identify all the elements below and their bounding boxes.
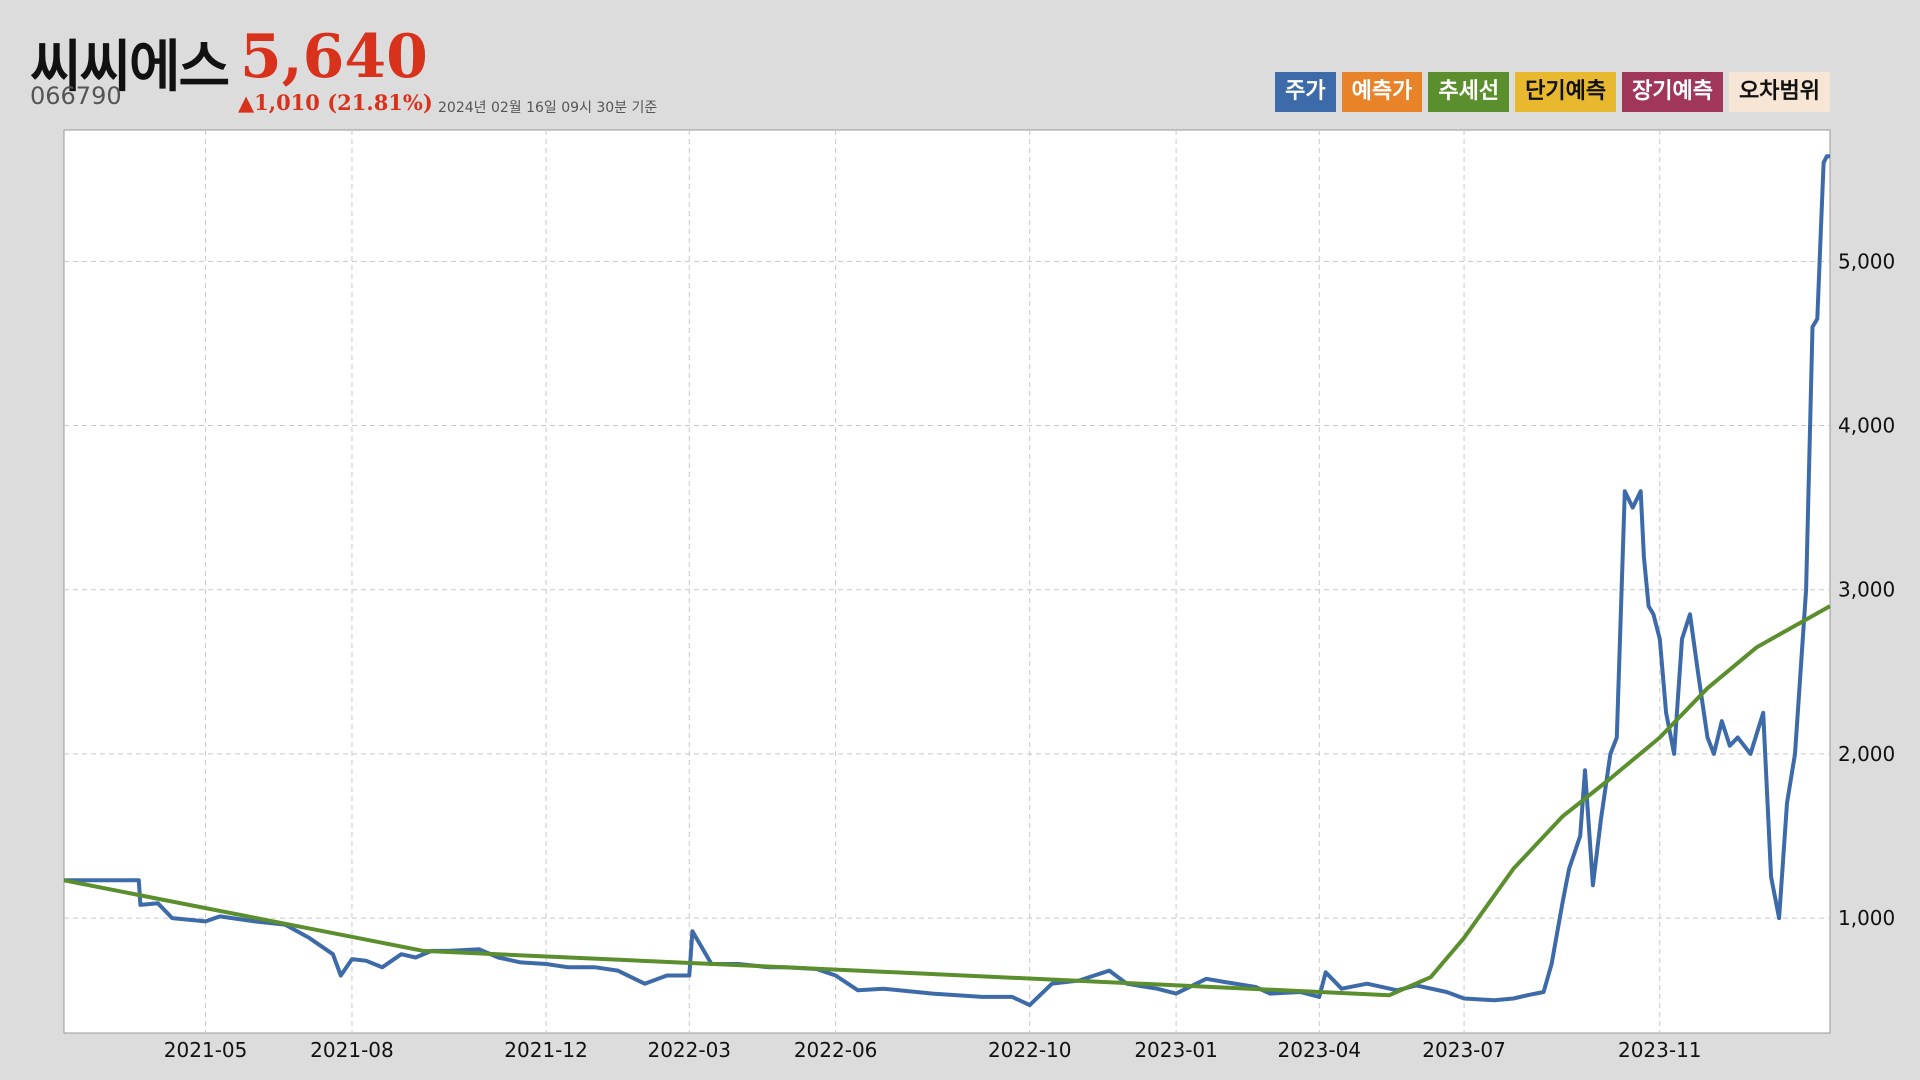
as-of-timestamp: 2024년 02월 16일 09시 30분 기준 [438, 100, 658, 116]
stock-code: 066790 [30, 82, 122, 110]
legend-item[interactable]: 예측가 [1341, 72, 1423, 112]
chart-legend: 주가 예측가 추세선 단기예측 장기예측 오차범위 [1275, 72, 1830, 112]
x-tick-label: 2021-05 [164, 1038, 248, 1062]
x-tick-label: 2021-12 [504, 1038, 588, 1062]
legend-item[interactable]: 단기예측 [1515, 72, 1617, 112]
x-tick-label: 2023-01 [1134, 1038, 1218, 1062]
y-tick-label: 1,000 [1838, 906, 1895, 930]
x-tick-label: 2022-10 [988, 1038, 1072, 1062]
y-tick-label: 3,000 [1838, 578, 1895, 602]
trend-series-line [63, 604, 1831, 998]
x-tick-label: 2022-06 [794, 1038, 878, 1062]
plot-area [63, 129, 1831, 1034]
legend-item[interactable]: 주가 [1275, 72, 1336, 112]
y-tick-label: 4,000 [1838, 414, 1895, 438]
x-tick-label: 2023-04 [1278, 1038, 1362, 1062]
x-tick-label: 2023-11 [1618, 1038, 1702, 1062]
stock-price: 5,640 [240, 22, 428, 92]
y-tick-label: 5,000 [1838, 249, 1895, 273]
y-tick-label: 2,000 [1838, 742, 1895, 766]
x-tick-label: 2022-03 [647, 1038, 731, 1062]
x-tick-label: 2023-07 [1422, 1038, 1506, 1062]
stock-name: 씨씨에스 [30, 35, 230, 100]
x-tick-label: 2021-08 [310, 1038, 394, 1062]
legend-item[interactable]: 장기예측 [1622, 72, 1724, 112]
legend-item[interactable]: 오차범위 [1729, 72, 1830, 112]
price-change: ▲1,010 (21.81%) [238, 90, 433, 115]
legend-item[interactable]: 추세선 [1428, 72, 1510, 112]
